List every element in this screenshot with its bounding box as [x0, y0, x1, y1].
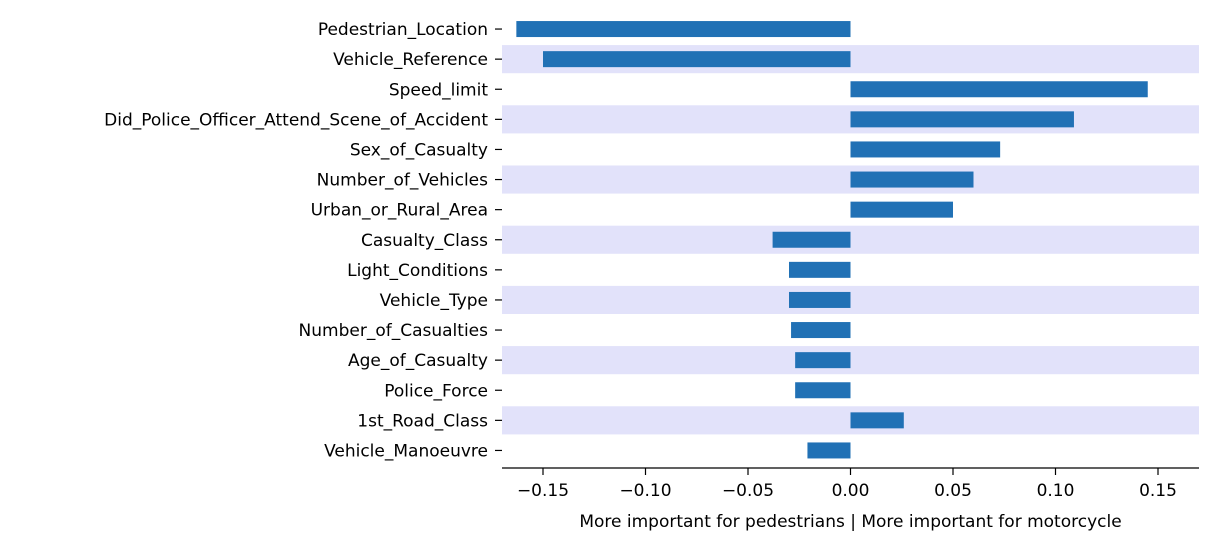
category-label: Light_Conditions — [347, 261, 488, 281]
bar — [789, 261, 851, 278]
x-tick-label: 0.10 — [1037, 481, 1075, 501]
category-label: Pedestrian_Location — [318, 20, 488, 40]
category-label: Number_of_Casualties — [299, 321, 489, 341]
category-label: Vehicle_Reference — [333, 50, 488, 70]
category-label: Police_Force — [384, 381, 488, 401]
category-label: Vehicle_Type — [380, 291, 488, 311]
bar — [789, 291, 851, 308]
x-axis: −0.15 −0.10 −0.05 0.00 0.05 0.10 0.15 — [502, 467, 1199, 501]
category-label: Casualty_Class — [361, 231, 488, 251]
x-tick-label: −0.05 — [722, 481, 774, 501]
category-label: 1st_Road_Class — [357, 411, 488, 431]
x-tick-label: 0.00 — [832, 481, 870, 501]
x-tick-label: −0.15 — [517, 481, 569, 501]
category-label: Sex_of_Casualty — [350, 140, 488, 160]
category-label: Speed_limit — [389, 80, 489, 100]
bar — [795, 382, 851, 399]
bar — [772, 231, 851, 248]
bars — [516, 21, 1148, 459]
category-label: Did_Police_Officer_Attend_Scene_of_Accid… — [104, 110, 488, 130]
y-axis: Pedestrian_Location Vehicle_Reference Spee… — [104, 20, 502, 461]
bar — [850, 141, 1001, 158]
bar — [543, 51, 851, 68]
bar — [850, 412, 904, 429]
bar — [795, 352, 851, 369]
bar — [850, 201, 953, 218]
x-tick-label: −0.10 — [619, 481, 671, 501]
bar — [516, 21, 851, 38]
category-label: Number_of_Vehicles — [317, 171, 488, 191]
category-label: Vehicle_Manoeuvre — [324, 441, 488, 461]
bar — [850, 81, 1148, 98]
bar — [791, 322, 851, 339]
category-label: Age_of_Casualty — [348, 351, 488, 371]
bar — [850, 171, 974, 188]
x-axis-label: More important for pedestrians | More im… — [579, 512, 1121, 532]
x-tick-label: 0.05 — [934, 481, 972, 501]
x-tick-label: 0.15 — [1139, 481, 1177, 501]
bar — [807, 442, 851, 459]
category-label: Urban_or_Rural_Area — [311, 201, 488, 221]
bar — [850, 111, 1074, 128]
